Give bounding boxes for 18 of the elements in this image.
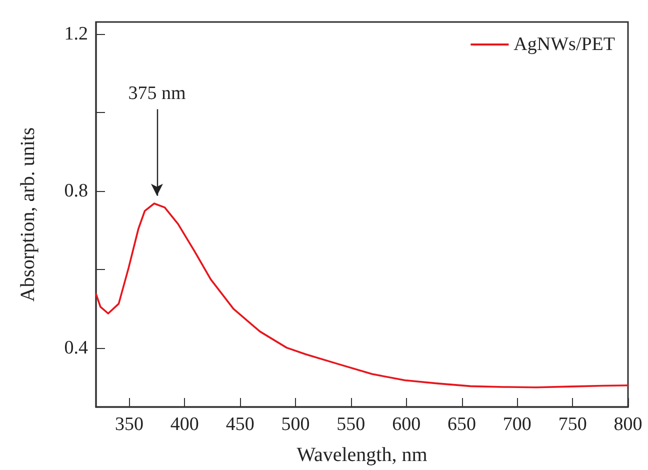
- y-tick-label: 0.8: [64, 180, 88, 202]
- annotation: 375 nm: [128, 83, 186, 104]
- x-tick-label: 550: [336, 414, 366, 435]
- x-tick-label: 500: [281, 414, 310, 435]
- x-axis-title: Wavelength, nm: [296, 444, 428, 466]
- x-tick-label: 750: [558, 414, 587, 435]
- x-tick-label: 800: [614, 414, 642, 435]
- x-tick-label: 350: [115, 414, 144, 435]
- y-tick-label: 1.2: [64, 23, 88, 44]
- line-series: [95, 202, 629, 388]
- legend-label: AgNWs/PET: [514, 34, 616, 55]
- y-axis-title: Absorption, arb. units: [17, 127, 39, 302]
- x-tick-label: 650: [448, 414, 476, 435]
- x-tick-label: 600: [392, 414, 421, 435]
- x-tick-label: 400: [170, 414, 199, 435]
- y-tick-label: 0.4: [64, 338, 88, 359]
- x-tick-label: 700: [502, 414, 532, 435]
- x-tick-label: 450: [226, 414, 254, 435]
